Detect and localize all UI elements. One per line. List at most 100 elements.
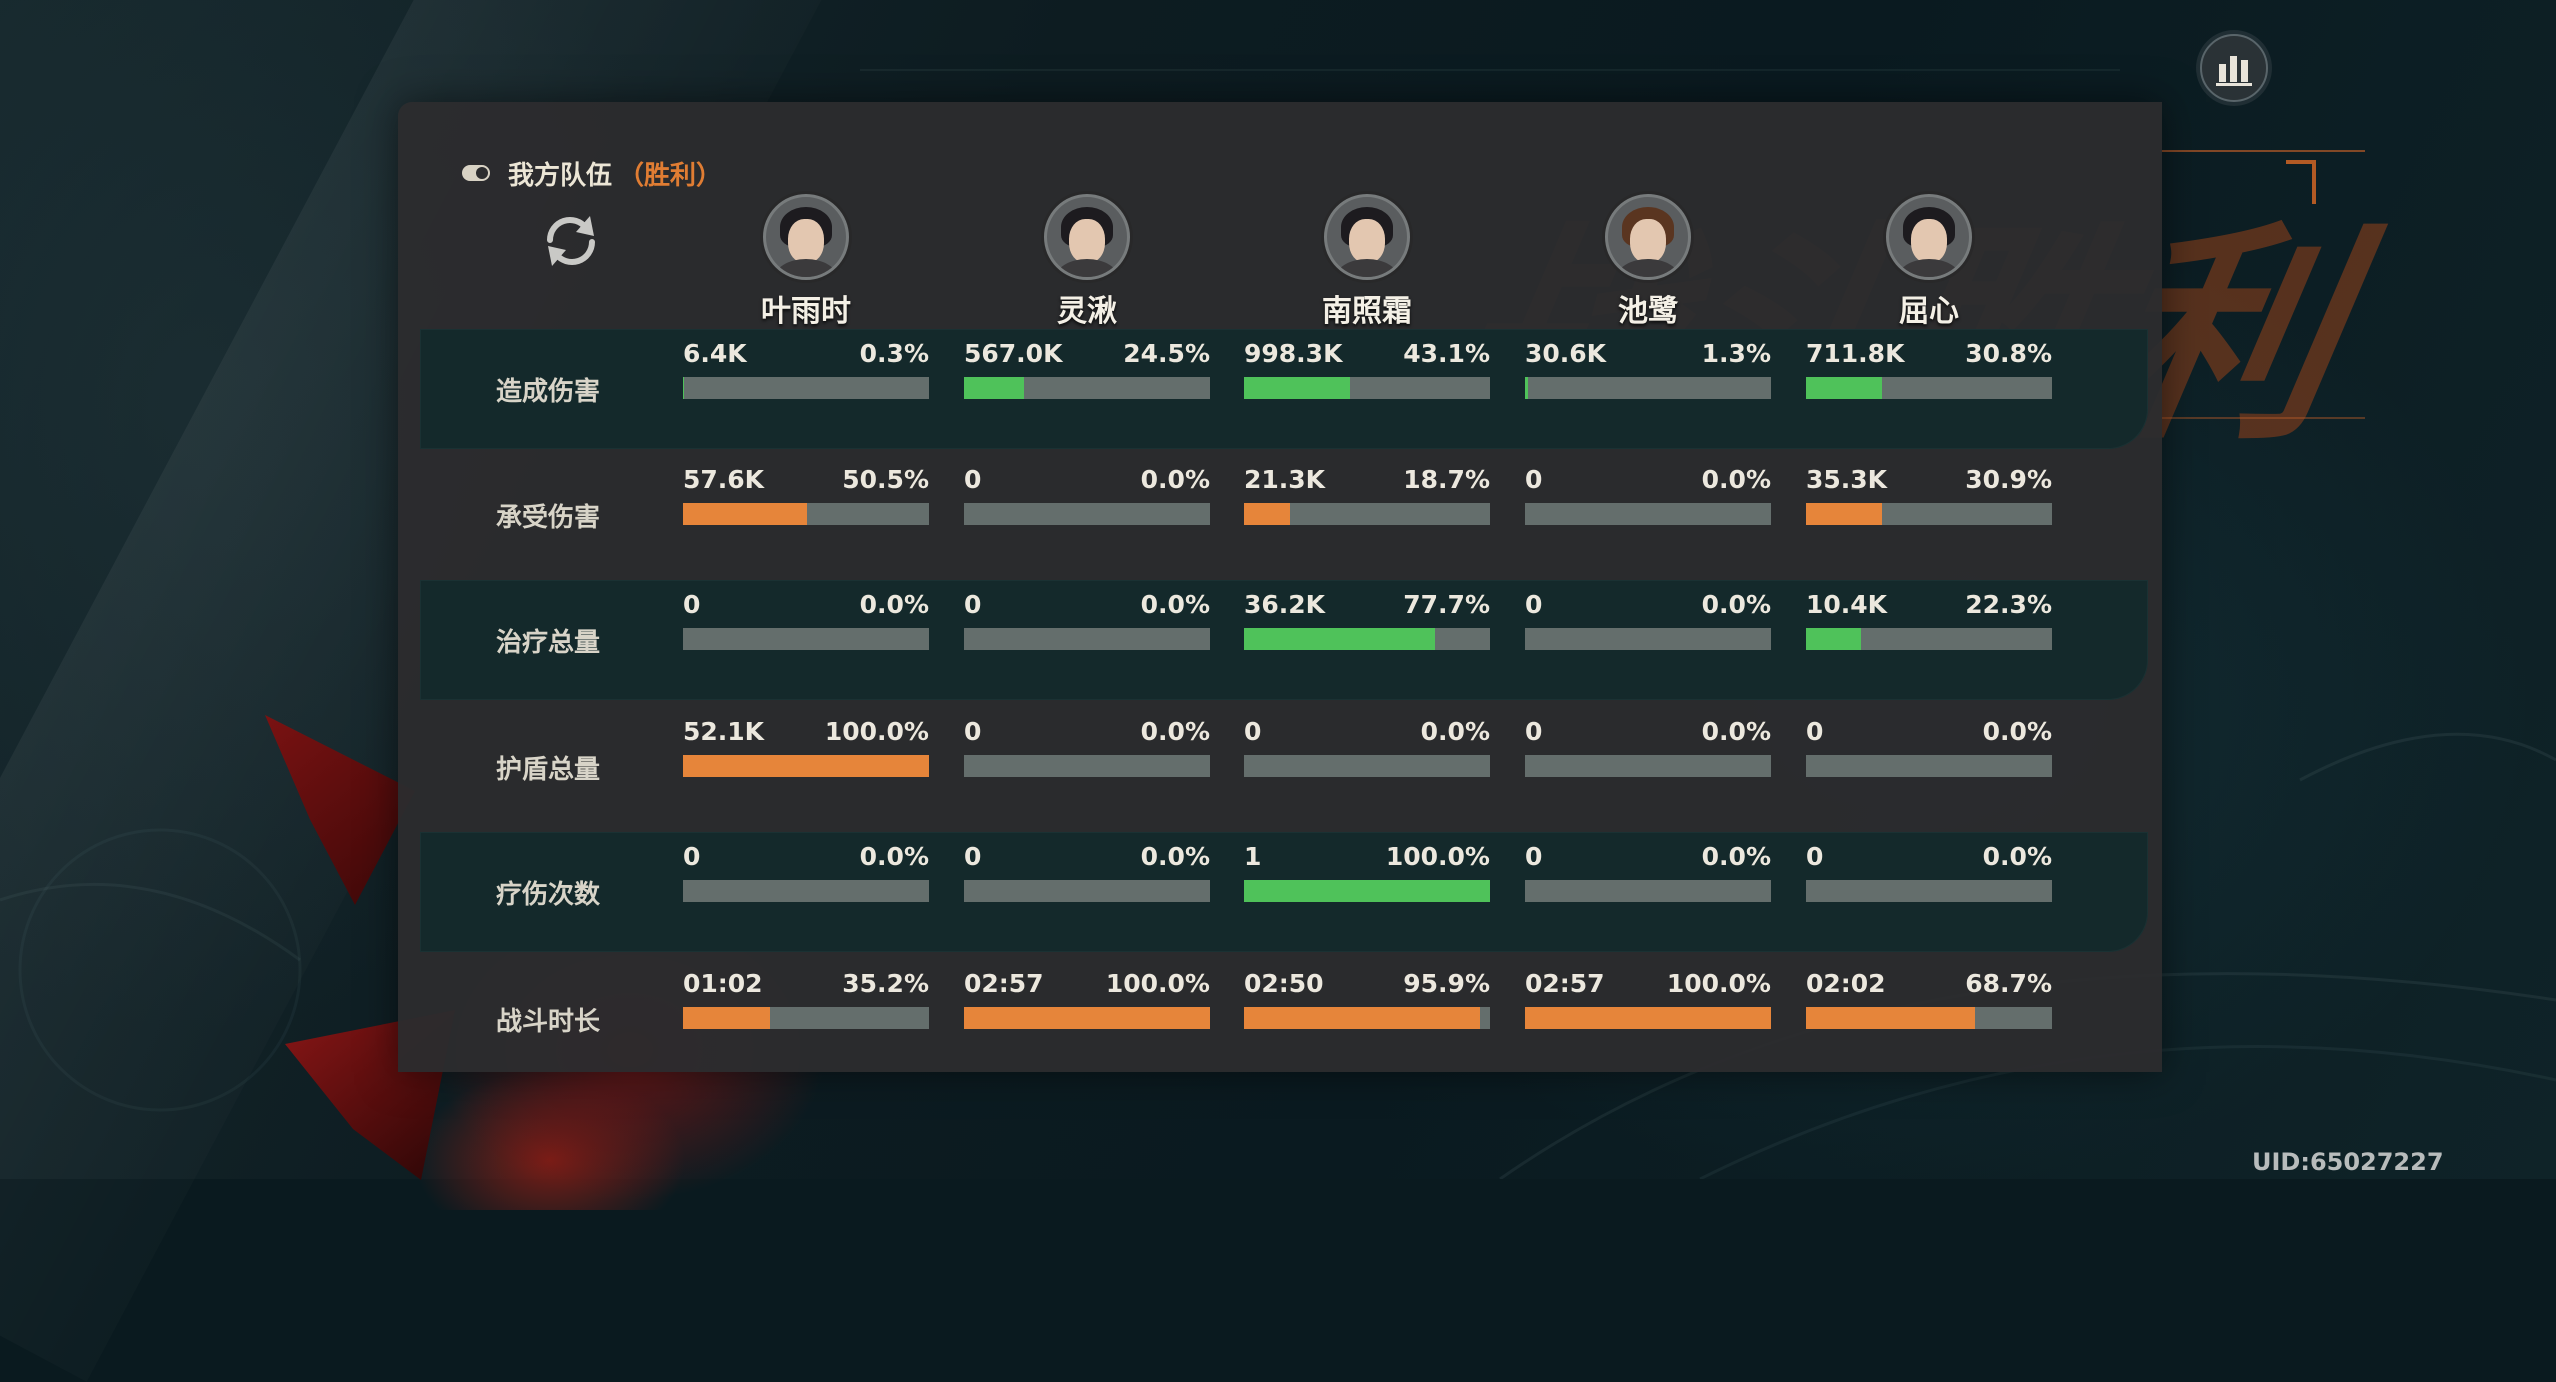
character-column-header[interactable]: 屈心 [1806,194,2052,330]
stat-progress-bar [1525,1007,1771,1029]
stat-value: 567.0K [964,339,1063,368]
refresh-icon[interactable] [540,210,602,272]
stat-progress-bar [1806,628,2052,650]
stat-progress-bar [1806,880,2052,902]
stat-progress-bar [1244,628,1490,650]
stat-percent: 0.0% [1140,842,1210,871]
stat-percent: 0.3% [859,339,929,368]
stat-value: 01:02 [683,969,763,998]
stat-percent: 0.0% [1420,717,1490,746]
stat-progress-bar [1244,880,1490,902]
stat-value: 02:02 [1806,969,1886,998]
stat-row-label: 护盾总量 [496,755,601,785]
team-title: 我方队伍 [508,160,613,191]
stat-value: 21.3K [1244,465,1326,494]
stat-cell: 0 0.0% [1525,465,1771,525]
stat-progress-bar [1525,377,1771,399]
stat-percent: 43.1% [1403,339,1490,368]
stat-percent: 0.0% [1982,842,2052,871]
stat-cell: 02:02 68.7% [1806,969,2052,1029]
stat-cell: 0 0.0% [1525,842,1771,902]
stat-cell: 10.4K 22.3% [1806,590,2052,650]
stat-cell: 0 0.0% [964,842,1210,902]
stat-percent: 22.3% [1965,590,2052,619]
stat-progress-bar [1525,503,1771,525]
stat-cell: 0 0.0% [964,717,1210,777]
character-avatar [1605,194,1691,280]
stat-value: 711.8K [1806,339,1905,368]
stat-progress-bar [683,628,929,650]
stat-percent: 0.0% [1982,717,2052,746]
character-column-header[interactable]: 南照霜 [1244,194,1490,330]
stat-value: 57.6K [683,465,765,494]
stat-cell: 02:57 100.0% [1525,969,1771,1029]
character-column-header[interactable]: 灵湫 [964,194,1210,330]
stat-percent: 50.5% [842,465,929,494]
toggle-icon[interactable] [462,165,490,181]
stat-progress-fill [1806,503,1882,525]
stat-value: 0 [964,717,982,746]
stat-progress-fill [964,1007,1210,1029]
stat-progress-bar [964,503,1210,525]
stat-cell: 6.4K 0.3% [683,339,929,399]
stat-percent: 0.0% [859,590,929,619]
stat-value: 0 [964,465,982,494]
stat-progress-fill [1244,377,1351,399]
team-header[interactable]: 我方队伍 （胜利） [462,156,722,191]
stat-value: 02:50 [1244,969,1324,998]
stat-percent: 0.0% [1701,842,1771,871]
stat-cell: 0 0.0% [1806,717,2052,777]
stat-percent: 0.0% [1140,590,1210,619]
stat-progress-fill [1806,377,1882,399]
stat-cell: 0 0.0% [683,842,929,902]
stat-progress-bar [964,377,1210,399]
stat-cell: 0 0.0% [683,590,929,650]
stat-value: 0 [964,590,982,619]
stat-cell: 0 0.0% [1525,590,1771,650]
stat-percent: 68.7% [1965,969,2052,998]
stat-percent: 100.0% [1105,969,1210,998]
stat-progress-fill [1244,503,1290,525]
stat-value: 02:57 [1525,969,1605,998]
stats-toggle-button[interactable] [2200,34,2268,102]
stat-progress-bar [683,755,929,777]
stat-progress-bar [1244,755,1490,777]
character-name: 灵湫 [1057,294,1117,329]
stat-progress-bar [1806,377,2052,399]
stat-progress-fill [683,755,929,777]
stat-cell: 1 100.0% [1244,842,1490,902]
stat-progress-fill [1806,628,1861,650]
character-avatar [1886,194,1972,280]
stat-progress-bar [683,503,929,525]
bar-chart-icon [2216,56,2252,86]
stat-progress-bar [1525,755,1771,777]
stat-percent: 77.7% [1403,590,1490,619]
character-name: 南照霜 [1322,294,1412,329]
stat-row-label: 造成伤害 [496,377,601,407]
stat-value: 0 [683,590,701,619]
stat-percent: 30.9% [1965,465,2052,494]
stat-cell: 0 0.0% [964,590,1210,650]
stat-value: 0 [1806,842,1824,871]
stat-value: 6.4K [683,339,747,368]
stat-percent: 0.0% [1140,465,1210,494]
stat-cell: 567.0K 24.5% [964,339,1210,399]
stat-progress-bar [964,755,1210,777]
stat-cell: 0 0.0% [1525,717,1771,777]
stat-cell: 01:02 35.2% [683,969,929,1029]
stat-percent: 0.0% [1701,717,1771,746]
stat-progress-bar [964,628,1210,650]
stat-cell: 02:57 100.0% [964,969,1210,1029]
stat-progress-bar [1806,1007,2052,1029]
stat-value: 1 [1244,842,1262,871]
character-column-header[interactable]: 叶雨时 [683,194,929,330]
stat-progress-fill [1525,1007,1771,1029]
stat-percent: 0.0% [859,842,929,871]
stat-value: 36.2K [1244,590,1326,619]
character-column-header[interactable]: 池鹭 [1525,194,1771,330]
stat-cell: 998.3K 43.1% [1244,339,1490,399]
stat-progress-fill [1244,880,1490,902]
stat-value: 35.3K [1806,465,1888,494]
stat-value: 30.6K [1525,339,1607,368]
stat-percent: 0.0% [1701,590,1771,619]
